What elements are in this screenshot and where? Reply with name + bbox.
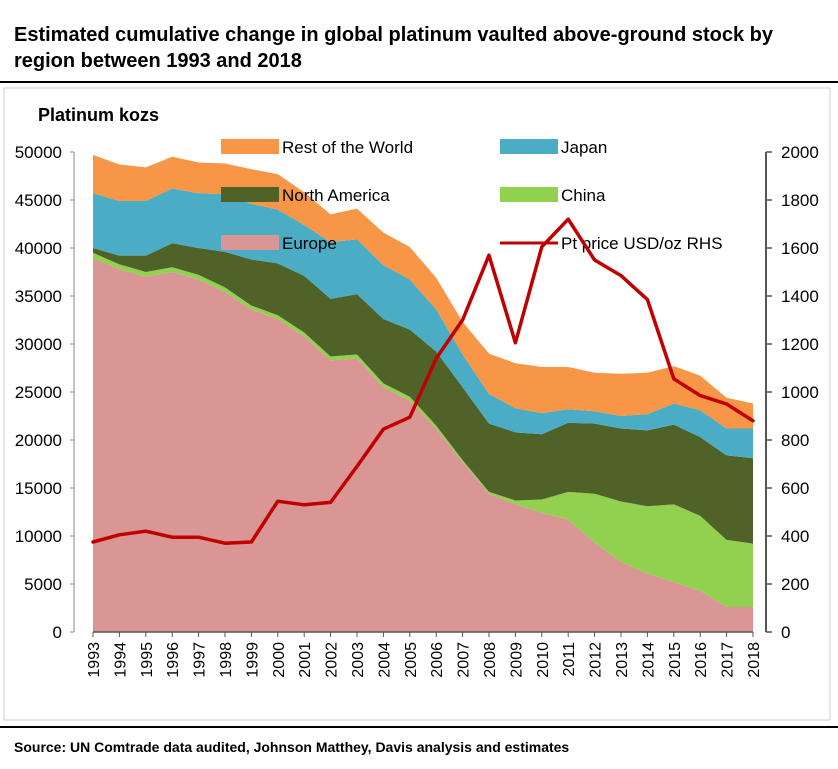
- y-left-tick-label: 50000: [15, 143, 62, 162]
- legend-label-japan: Japan: [561, 138, 607, 157]
- legend-label-europe: Europe: [282, 234, 337, 253]
- legend-swatch-north-america: [221, 187, 279, 202]
- x-tick-label: 2013: [614, 642, 631, 678]
- legend-swatch-rest-of-the-world: [221, 139, 279, 154]
- chart: 0500010000150002000025000300003500040000…: [3, 87, 831, 721]
- x-tick-label: 2003: [350, 642, 367, 678]
- legend-label-pt-price-usd-oz-rhs: Pt price USD/oz RHS: [561, 234, 723, 253]
- x-tick-label: 1995: [139, 642, 156, 678]
- y-left-tick-label: 35000: [15, 287, 62, 306]
- legend-label-north-america: North America: [282, 186, 390, 205]
- source-divider: [0, 726, 838, 728]
- y-right-tick-label: 1600: [781, 239, 819, 258]
- x-tick-label: 2011: [561, 642, 578, 677]
- y-right-tick-label: 400: [781, 527, 809, 546]
- x-tick-label: 2004: [376, 642, 393, 678]
- area-north-america: [93, 243, 753, 544]
- y-right-tick-label: 1400: [781, 287, 819, 306]
- x-tick-label: 2015: [667, 642, 684, 678]
- y-right-tick-label: 800: [781, 431, 809, 450]
- y-left-tick-label: 0: [53, 623, 62, 642]
- price-line-layer: [91, 217, 755, 545]
- x-tick-label: 2007: [456, 642, 473, 678]
- x-tick-label: 1997: [192, 642, 209, 678]
- area-japan: [93, 188, 753, 459]
- x-tick-label: 2018: [746, 642, 763, 678]
- x-tick-label: 1996: [165, 642, 182, 678]
- legend-swatch-china: [500, 187, 558, 202]
- source-note: Source: UN Comtrade data audited, Johnso…: [14, 739, 570, 755]
- line-pt-price-usd-oz-rhs: [91, 217, 755, 545]
- y-right-tick-label: 0: [781, 623, 790, 642]
- legend: Rest of the World Japan North America China…: [221, 138, 723, 253]
- title-divider: [0, 81, 838, 83]
- y-right-tick-label: 1200: [781, 335, 819, 354]
- legend-label-rest-of-the-world: Rest of the World: [282, 138, 413, 157]
- y-left-tick-label: 5000: [24, 575, 62, 594]
- y-right-tick-label: 600: [781, 479, 809, 498]
- y-left-tick-label: 40000: [15, 239, 62, 258]
- x-tick-label: 1993: [86, 642, 103, 678]
- area-rest-of-the-world: [93, 154, 753, 429]
- y-right-tick-label: 2000: [781, 143, 819, 162]
- x-tick-label: 1994: [112, 642, 129, 678]
- y-left-tick-label: 45000: [15, 191, 62, 210]
- x-tick-label: 2008: [482, 642, 499, 678]
- chart-title: Estimated cumulative change in global pl…: [14, 24, 774, 72]
- legend-swatch-europe: [221, 235, 279, 250]
- x-tick-label: 2005: [403, 642, 420, 678]
- x-tick-label: 2010: [535, 642, 552, 678]
- legend-swatch-japan: [500, 139, 558, 154]
- x-tick-label: 1999: [244, 642, 261, 678]
- y-left-tick-label: 20000: [15, 431, 62, 450]
- y-left-tick-label: 10000: [15, 527, 62, 546]
- y-right-tick-label: 1800: [781, 191, 819, 210]
- x-tick-label: 2017: [720, 642, 737, 678]
- x-tick-label: 1998: [218, 642, 235, 678]
- x-tick-label: 2002: [324, 642, 341, 678]
- area-china: [93, 252, 753, 608]
- x-tick-label: 2014: [640, 642, 657, 678]
- y-left-tick-label: 15000: [15, 479, 62, 498]
- x-tick-label: 2009: [508, 642, 525, 678]
- legend-label-china: China: [561, 186, 606, 205]
- area-europe: [93, 258, 753, 632]
- y-right-tick-label: 200: [781, 575, 809, 594]
- x-tick-label: 2000: [271, 642, 288, 678]
- x-tick-label: 2016: [693, 642, 710, 678]
- x-tick-label: 2001: [297, 642, 314, 678]
- x-tick-label: 2006: [429, 642, 446, 678]
- y-axis-left-label: Platinum kozs: [38, 105, 159, 125]
- x-tick-label: 2012: [588, 642, 605, 678]
- y-right-tick-label: 1000: [781, 383, 819, 402]
- y-left-tick-label: 30000: [15, 335, 62, 354]
- axes: 0500010000150002000025000300003500040000…: [15, 143, 819, 678]
- area-layers: [93, 154, 753, 632]
- y-left-tick-label: 25000: [15, 383, 62, 402]
